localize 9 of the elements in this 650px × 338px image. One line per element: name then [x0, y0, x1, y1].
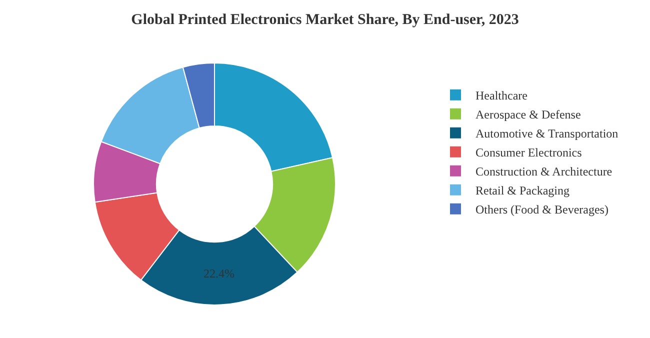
chart-title: Global Printed Electronics Market Share, By End-user, 2023 — [131, 12, 519, 28]
legend-label: Construction & Architecture — [476, 164, 612, 178]
legend-label: Healthcare — [476, 88, 528, 102]
legend-label: Retail & Packaging — [476, 184, 570, 198]
legend-label: Others (Food & Beverages) — [476, 202, 608, 216]
legend-label: Automotive & Transportation — [476, 126, 618, 140]
legend-label: Consumer Electronics — [476, 146, 582, 160]
data-label: 22.4% — [203, 266, 234, 280]
legend-label: Aerospace & Defense — [476, 108, 581, 122]
